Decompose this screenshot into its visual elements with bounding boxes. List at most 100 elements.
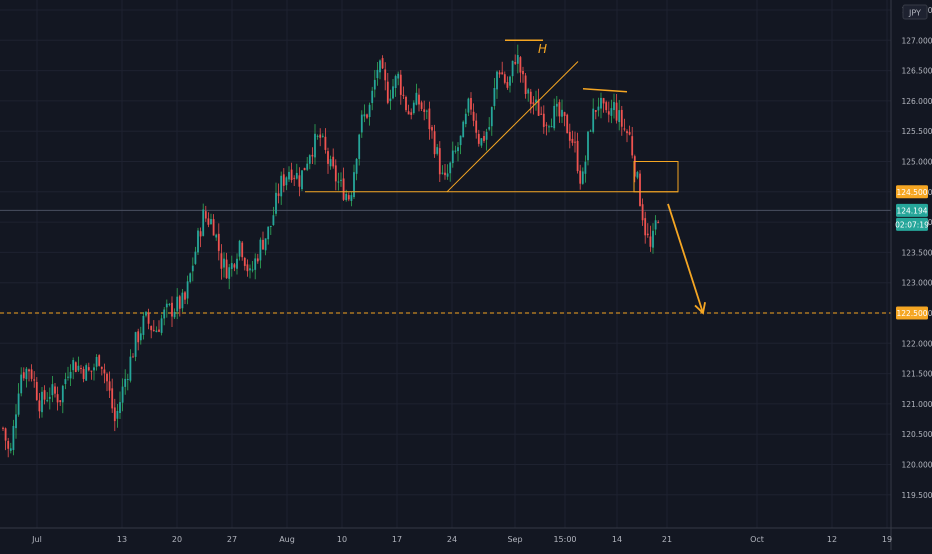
candle-body (527, 89, 530, 94)
candle-body (394, 76, 397, 89)
x-tick-label: 17 (392, 535, 402, 544)
candle-body (168, 303, 171, 305)
candle-body (163, 309, 166, 319)
y-tick-label: 126.000 (901, 97, 932, 106)
candle-body (555, 103, 558, 107)
candle-body (25, 368, 28, 380)
candle-body (524, 75, 527, 95)
resistance-level-badge: 124.500 (896, 188, 927, 197)
candle-body (303, 167, 306, 171)
target-level-badge: 122.500 (896, 309, 927, 318)
candle-body (415, 92, 418, 105)
candle-body (449, 162, 452, 174)
candle-body (441, 172, 444, 174)
candle-body (285, 177, 288, 186)
candle-body (184, 292, 186, 300)
candle-body (623, 128, 626, 130)
candle-body (329, 159, 332, 167)
candle-body (566, 114, 569, 134)
candle-body (535, 99, 537, 103)
candle-body (236, 258, 238, 269)
candle-body (249, 268, 251, 271)
candle-body (503, 74, 506, 83)
candle-body (87, 367, 90, 371)
candle-body (433, 131, 436, 155)
candle-body (113, 407, 116, 422)
candle-body (350, 195, 353, 201)
candle-body (592, 108, 595, 132)
candle-body (649, 236, 652, 247)
annotations-layer: H (305, 39, 706, 315)
candle-body (553, 105, 556, 129)
candle-body (43, 390, 46, 400)
x-tick-label: 12 (827, 535, 837, 544)
candle-body (199, 231, 202, 237)
candle-body (259, 239, 262, 261)
candle-body (314, 133, 316, 158)
candle-body (56, 394, 59, 403)
candle-body (537, 99, 540, 116)
candle-body (74, 362, 77, 373)
candle-body (212, 219, 215, 236)
projection-arrow-shaft (667, 203, 704, 314)
candle-body (615, 102, 618, 121)
candle-body (472, 111, 475, 121)
right-shoulder-line (582, 88, 628, 93)
candle-body (644, 218, 647, 236)
time-axis[interactable]: Jul 13 20 27 Aug 10 17 24 Sep 15:00 14 21 Oct 12 19 (31, 535, 892, 544)
candle-body (477, 133, 480, 144)
candle-body (72, 360, 75, 371)
current-price-badge: 124.194 (896, 206, 927, 215)
candle-body (246, 264, 249, 272)
candle-body (33, 379, 36, 381)
candle-body (600, 97, 602, 109)
candle-body (132, 356, 134, 358)
x-tick-label: 27 (227, 535, 237, 544)
candle-body (550, 126, 553, 128)
candles-layer (2, 44, 660, 458)
y-tick-label: 126.500 (901, 67, 932, 76)
candle-body (277, 193, 280, 196)
candle-body (306, 163, 309, 170)
candle-body (189, 273, 192, 282)
candle-body (77, 365, 80, 371)
candle-body (316, 135, 319, 137)
candle-body (319, 134, 322, 138)
retest-box (633, 161, 679, 193)
candle-body (594, 110, 597, 112)
candle-body (353, 172, 355, 198)
candle-body (223, 258, 225, 268)
candle-body (178, 296, 181, 309)
candle-body (618, 110, 621, 123)
x-tick-label: 24 (447, 535, 457, 544)
candle-body (381, 58, 384, 69)
candle-body (129, 356, 132, 381)
candle-body (490, 107, 493, 127)
candle-body (256, 258, 259, 262)
candle-body (464, 113, 467, 125)
candle-body (290, 169, 293, 181)
candle-body (574, 141, 576, 143)
candle-body (607, 111, 610, 115)
candle-body (48, 396, 51, 399)
candle-body (15, 414, 17, 429)
y-tick-label: 123.500 (901, 248, 932, 257)
candle-body (589, 130, 592, 132)
candle-body (496, 71, 498, 90)
candle-body (95, 356, 98, 367)
candle-body (137, 331, 140, 343)
candle-body (548, 126, 550, 128)
candle-body (93, 367, 95, 371)
candle-body (657, 222, 660, 224)
candle-body (197, 230, 199, 253)
candle-body (243, 257, 246, 266)
candle-body (134, 332, 137, 357)
x-tick-label: 13 (117, 535, 127, 544)
candle-body (485, 131, 488, 140)
candle-body (438, 148, 441, 175)
candle-body (30, 369, 33, 379)
candle-body (498, 72, 501, 75)
